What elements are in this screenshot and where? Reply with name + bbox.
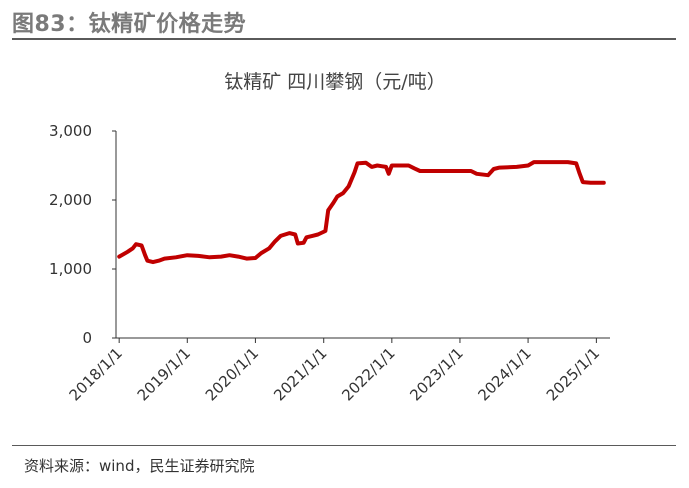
x-tick-label: 2023/1/1 — [406, 344, 466, 404]
series-layer — [117, 160, 606, 265]
axes — [112, 130, 610, 343]
x-tick-label: 2020/1/1 — [202, 344, 262, 404]
tick-labels: 0 1,000 2,000 3,000 2018/1/1 2019/1/1 2020/1/1… — [49, 122, 603, 404]
y-tick-label: 2,000 — [49, 191, 92, 209]
bottom-divider — [12, 445, 676, 446]
x-tick-label: 2018/1/1 — [66, 344, 126, 404]
price-series-line — [117, 160, 606, 265]
x-tick-label: 2022/1/1 — [338, 344, 398, 404]
y-tick-label: 0 — [82, 329, 92, 347]
y-tick-label: 1,000 — [49, 260, 92, 278]
x-tick-label: 2021/1/1 — [270, 344, 330, 404]
x-tick-label: 2019/1/1 — [134, 344, 194, 404]
source-note: 资料来源：wind，民生证券研究院 — [24, 457, 255, 475]
chart-title: 钛精矿 四川攀钢（元/吨） — [224, 71, 445, 93]
figure-title: 图83：钛精矿价格走势 — [12, 12, 247, 37]
x-tick-label: 2025/1/1 — [543, 344, 603, 404]
x-tick-label: 2024/1/1 — [475, 344, 535, 404]
top-divider — [12, 38, 676, 40]
y-tick-label: 3,000 — [49, 122, 92, 140]
